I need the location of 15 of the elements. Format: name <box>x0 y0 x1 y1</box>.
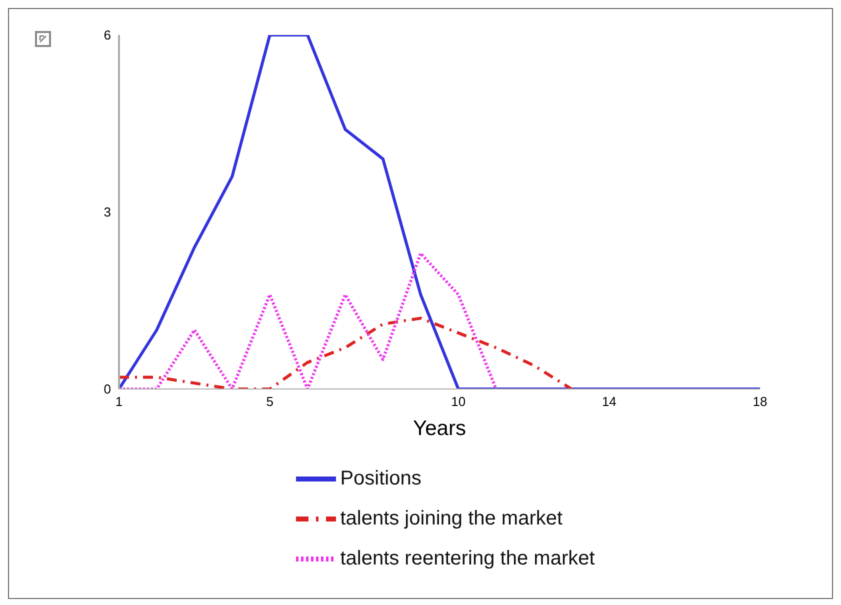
y-tick-label: 6 <box>104 28 111 43</box>
y-tick-label: 3 <box>104 204 111 220</box>
x-tick-label: 14 <box>602 394 616 410</box>
legend-label: Positions <box>340 467 422 490</box>
legend-label: talents reentering the market <box>340 547 595 570</box>
x-axis-title: Years <box>413 417 466 440</box>
x-tick-label: 1 <box>115 394 123 410</box>
line-series <box>119 316 573 389</box>
x-tick-label: 18 <box>752 394 768 410</box>
line-series <box>119 35 760 389</box>
x-tick-label: 10 <box>451 394 466 410</box>
line-series <box>119 252 498 389</box>
y-tick-label: 0 <box>104 382 111 397</box>
x-tick-label: 5 <box>266 394 274 410</box>
legend-label: talents joining the market <box>340 507 563 530</box>
